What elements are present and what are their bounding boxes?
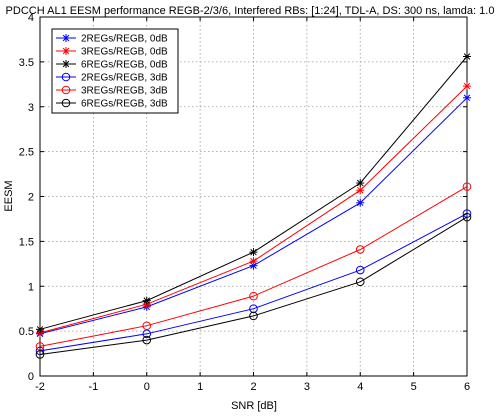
legend-box: [51, 28, 179, 114]
legend-item: 3REGs/REGB, 0dB: [56, 47, 168, 58]
data-point: [142, 296, 151, 305]
legend-marker: [61, 98, 71, 108]
data-point: [462, 182, 472, 191]
data-point: [356, 186, 365, 195]
data-point: [463, 93, 471, 102]
legend-label: 2REGs/REGB, 0dB: [81, 34, 168, 45]
y-tick-label: 1: [28, 281, 34, 293]
series-group: [35, 52, 472, 359]
legend-marker: [62, 47, 70, 55]
data-point: [35, 346, 45, 356]
x-axis-label: SNR [dB]: [231, 400, 277, 412]
data-point: [249, 291, 258, 301]
data-point: [35, 350, 45, 359]
legend-marker: [61, 85, 71, 95]
data-point: [463, 82, 471, 91]
data-point: [356, 179, 365, 188]
data-point: [355, 277, 365, 287]
axis-ticks: -2 -1 0 1 2 3 4 5 6 0 0.5 1 1.5 2 2.5 3 3.5 4: [19, 12, 470, 393]
x-tick-label: 1: [197, 381, 203, 393]
x-tick-label: 3: [304, 381, 310, 393]
x-tick-label: -1: [88, 381, 98, 393]
series-3: [36, 52, 471, 334]
data-point: [249, 257, 258, 266]
x-tick-label: 5: [411, 381, 417, 393]
data-point: [249, 311, 258, 321]
y-tick-label: 2.5: [19, 147, 34, 159]
data-point: [463, 52, 471, 61]
legend-label: 6REGs/REGB, 0dB: [81, 60, 168, 71]
data-point: [142, 321, 152, 331]
legend-marker: [61, 72, 71, 82]
legend-item: 6REGs/REGB, 0dB: [56, 60, 168, 71]
x-tick-label: 0: [144, 381, 150, 393]
y-tick-label: 0.5: [19, 326, 34, 338]
x-tick-label: -2: [35, 381, 45, 393]
legend-marker: [62, 60, 70, 68]
data-point: [355, 265, 365, 275]
x-tick-label: 2: [250, 381, 256, 393]
legend-item: 2REGs/REGB, 0dB: [56, 34, 168, 45]
y-tick-label: 4: [28, 12, 34, 24]
legend-item: 2REGs/REGB, 3dB: [56, 73, 168, 84]
data-point: [142, 335, 152, 345]
data-point: [355, 245, 365, 254]
legend-label: 2REGs/REGB, 3dB: [81, 73, 168, 84]
data-point: [356, 198, 365, 207]
legend-marker: [62, 34, 70, 42]
legend: 2REGs/REGB, 0dB 3REGs/REGB, 0dB 6REGs/REGB…: [51, 28, 179, 114]
data-point: [462, 212, 472, 222]
legend-label: 3REGs/REGB, 3dB: [81, 86, 168, 97]
y-axis-label: EESM: [3, 180, 15, 211]
series-line: [39, 186, 468, 347]
y-tick-label: 3: [28, 102, 34, 114]
x-tick-label: 6: [464, 381, 470, 393]
legend-item: 3REGs/REGB, 3dB: [56, 86, 168, 97]
legend-label: 6REGs/REGB, 3dB: [81, 99, 168, 110]
series-5: [35, 182, 472, 351]
series-line: [39, 216, 468, 355]
y-tick-label: 3.5: [19, 57, 34, 69]
x-tick-label: 4: [357, 381, 363, 393]
data-point: [249, 248, 258, 257]
y-tick-label: 1.5: [19, 236, 34, 248]
series-6: [35, 212, 472, 359]
chart-title: PDCCH AL1 EESM performance REGB-2/3/6, I…: [6, 5, 495, 17]
legend-item: 6REGs/REGB, 3dB: [56, 99, 168, 110]
y-tick-label: 2: [28, 192, 34, 204]
series-line: [39, 213, 468, 352]
data-point: [36, 325, 44, 334]
legend-label: 3REGs/REGB, 0dB: [81, 47, 168, 58]
y-tick-label: 0: [28, 371, 34, 383]
